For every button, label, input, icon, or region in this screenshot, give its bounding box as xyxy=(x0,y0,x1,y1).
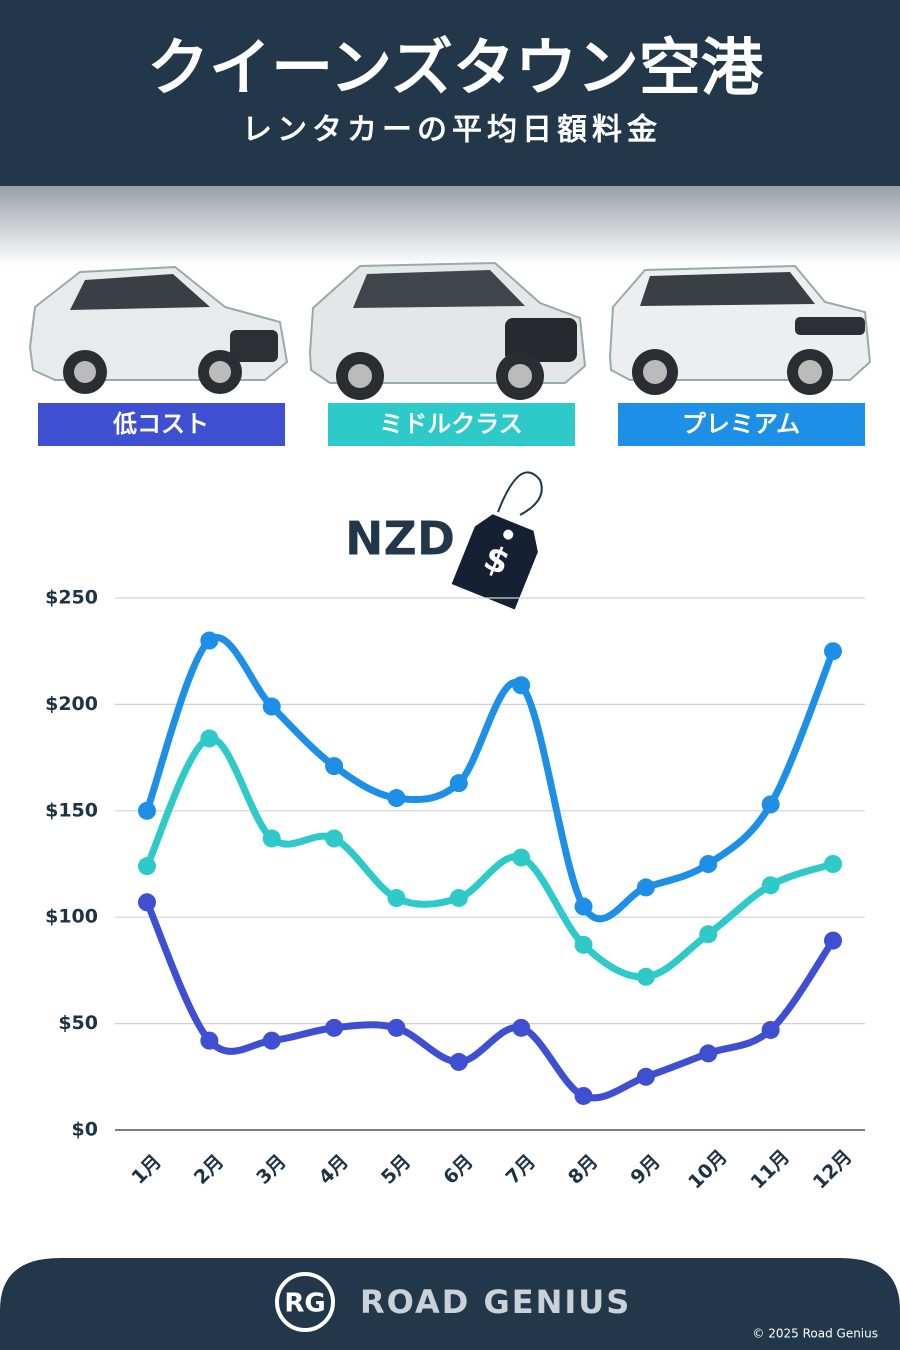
y-tick-label: $50 xyxy=(58,1012,98,1034)
data-point xyxy=(761,876,780,895)
data-point xyxy=(636,1067,655,1086)
legend-label: 低コスト xyxy=(112,410,209,438)
data-point xyxy=(138,857,156,876)
data-point xyxy=(699,925,718,944)
brand: ROAD GENIUS xyxy=(360,1283,631,1321)
data-point xyxy=(200,1031,219,1050)
data-point xyxy=(138,893,156,912)
y-tick-label: $0 xyxy=(72,1119,98,1141)
x-tick-label: 2月 xyxy=(190,1150,228,1188)
y-tick-label: $250 xyxy=(45,587,98,609)
legend-label: ミドルクラス xyxy=(379,410,523,438)
data-point xyxy=(824,642,842,661)
x-tick-label: 3月 xyxy=(252,1150,290,1188)
data-point xyxy=(761,795,780,814)
car-image xyxy=(308,261,587,400)
footer-band xyxy=(0,1258,900,1350)
y-tick-label: $100 xyxy=(45,906,98,928)
data-point xyxy=(262,697,281,716)
data-point xyxy=(824,855,842,873)
data-point xyxy=(574,935,593,954)
data-point xyxy=(449,1052,468,1071)
data-point xyxy=(138,801,156,820)
data-point xyxy=(387,889,406,908)
header-band xyxy=(0,0,900,186)
legend-label: プレミアム xyxy=(682,410,800,438)
x-tick-label: 1月 xyxy=(127,1150,165,1188)
header-fade xyxy=(0,186,900,266)
data-point xyxy=(574,1086,593,1105)
series-line xyxy=(143,634,837,923)
car-images xyxy=(28,261,872,400)
legend-swatch xyxy=(618,403,865,446)
logo: RG xyxy=(284,1289,325,1319)
x-tick-label: 10月 xyxy=(684,1146,732,1194)
data-point xyxy=(824,931,842,950)
x-tick-label: 4月 xyxy=(315,1150,353,1188)
data-point xyxy=(449,774,468,793)
x-tick-label: 12月 xyxy=(809,1146,857,1194)
data-point xyxy=(200,729,219,748)
data-point xyxy=(449,889,468,908)
legend-swatch xyxy=(38,403,285,446)
currency-label: NZD xyxy=(345,512,455,566)
data-point xyxy=(761,1020,780,1039)
legend-swatch xyxy=(328,403,575,446)
data-point xyxy=(387,1018,406,1037)
y-tick-label: $150 xyxy=(45,799,98,821)
data-point xyxy=(262,1031,281,1050)
car-image xyxy=(28,265,289,394)
series-line xyxy=(143,898,837,1102)
subtitle: レンタカーの平均日額料金 xyxy=(242,113,662,148)
price-tag-icon xyxy=(451,471,543,610)
data-point xyxy=(325,829,344,848)
car-image xyxy=(608,264,872,395)
logo-ring xyxy=(275,1272,335,1332)
x-tick-label: 9月 xyxy=(626,1150,664,1188)
data-point xyxy=(200,631,219,650)
data-point xyxy=(262,829,281,848)
data-point xyxy=(636,878,655,897)
x-tick-label: 8月 xyxy=(564,1150,602,1188)
x-tick-label: 11月 xyxy=(746,1146,794,1194)
series-line xyxy=(143,734,837,981)
data-point xyxy=(325,757,344,776)
y-tick-label: $200 xyxy=(45,693,98,715)
data-point xyxy=(636,967,655,986)
x-tick-label: 6月 xyxy=(439,1150,477,1188)
data-point xyxy=(574,897,593,916)
data-point xyxy=(325,1018,344,1037)
copyright: © 2025 Road Genius xyxy=(752,1327,878,1341)
data-point xyxy=(512,676,531,695)
data-point xyxy=(512,848,531,867)
data-point xyxy=(512,1018,531,1037)
data-point xyxy=(699,1044,718,1063)
data-point xyxy=(387,789,406,808)
title: クイーンズタウン空港 xyxy=(147,31,764,104)
data-point xyxy=(699,855,718,873)
x-tick-label: 5月 xyxy=(377,1150,415,1188)
x-tick-label: 7月 xyxy=(502,1150,540,1188)
